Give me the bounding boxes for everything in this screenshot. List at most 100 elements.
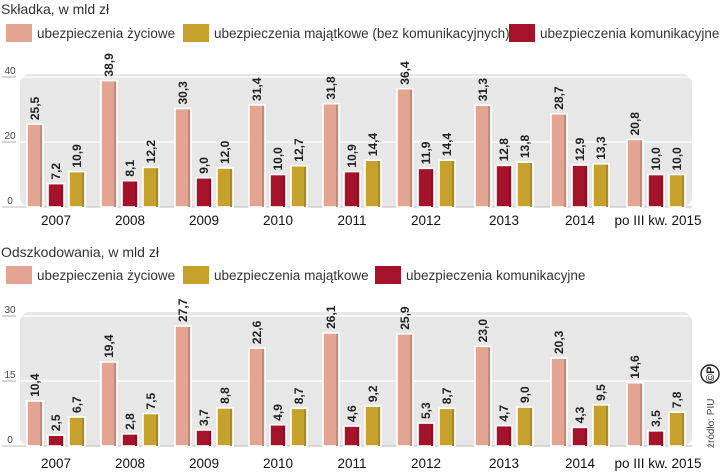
value-label: 7,5 bbox=[144, 392, 158, 409]
bar-shade bbox=[40, 401, 42, 446]
value-label: 4,9 bbox=[271, 404, 285, 421]
bar bbox=[571, 426, 589, 447]
bar-shade bbox=[564, 359, 566, 446]
category-label: 2010 bbox=[263, 213, 293, 228]
category-label: 2009 bbox=[189, 213, 219, 228]
value-label: 38,9 bbox=[102, 53, 116, 77]
value-label: 4,6 bbox=[345, 405, 359, 422]
value-label: 26,1 bbox=[324, 305, 338, 329]
value-label: 23,0 bbox=[476, 319, 490, 343]
bar bbox=[495, 424, 513, 447]
bar-group: 25,5 7,2 10,9 2007 bbox=[26, 96, 86, 228]
value-label: 14,6 bbox=[628, 355, 642, 379]
bar-shade bbox=[530, 408, 532, 446]
value-label: 12,2 bbox=[144, 140, 158, 164]
bar bbox=[516, 406, 534, 447]
bar-shade bbox=[304, 409, 306, 446]
bar-shade bbox=[452, 409, 454, 446]
category-label: 2014 bbox=[565, 213, 596, 228]
category-label: 2013 bbox=[489, 456, 519, 471]
value-label: 10,0 bbox=[670, 147, 684, 171]
bar bbox=[647, 173, 665, 208]
bar-shade bbox=[509, 166, 511, 207]
value-label: 8,8 bbox=[218, 387, 232, 404]
bar-shade bbox=[682, 175, 684, 207]
value-label: 10,0 bbox=[649, 147, 663, 171]
value-label: 12,0 bbox=[218, 140, 232, 164]
bar-group: 26,1 4,6 9,2 2011 bbox=[322, 305, 382, 471]
value-label: 28,7 bbox=[552, 86, 566, 110]
bar-shade bbox=[304, 166, 306, 207]
category-label: po III kw. 2015 bbox=[614, 213, 701, 228]
bar-shade bbox=[230, 169, 232, 207]
value-label: 2,5 bbox=[49, 414, 63, 431]
bar bbox=[571, 164, 589, 208]
bar bbox=[26, 123, 44, 208]
bar-group: 28,7 12,9 13,3 2014 bbox=[550, 86, 610, 228]
legend-swatch bbox=[375, 266, 401, 284]
bar-shade bbox=[82, 172, 84, 207]
value-label: 20,3 bbox=[552, 330, 566, 354]
bar bbox=[216, 407, 234, 447]
value-label: 31,3 bbox=[476, 78, 490, 102]
bar-shade bbox=[640, 383, 642, 446]
bar bbox=[322, 102, 340, 208]
value-label: 11,9 bbox=[419, 141, 433, 164]
bar-group: 20,3 4,3 9,5 2014 bbox=[550, 330, 610, 471]
value-label: 8,1 bbox=[123, 160, 137, 177]
publisher-logo: ©P bbox=[700, 364, 720, 384]
bar bbox=[100, 361, 118, 447]
bar bbox=[142, 166, 160, 208]
bar-shade bbox=[156, 414, 158, 446]
value-label: 7,8 bbox=[670, 391, 684, 408]
bar-shade bbox=[209, 430, 211, 446]
category-label: 2013 bbox=[489, 213, 519, 228]
value-label: 12,7 bbox=[292, 138, 306, 162]
bar-shade bbox=[530, 163, 532, 207]
legend-swatch bbox=[6, 24, 32, 42]
bar bbox=[290, 407, 308, 447]
bar bbox=[100, 79, 118, 208]
value-label: 20,8 bbox=[628, 112, 642, 136]
chart-title: Odszkodowania, w mld zł bbox=[1, 244, 160, 260]
value-label: 12,8 bbox=[497, 138, 511, 162]
bar-shade bbox=[661, 431, 663, 446]
bar-group: 31,3 12,8 13,8 2013 bbox=[474, 78, 534, 228]
bar-shade bbox=[135, 434, 137, 446]
bar bbox=[417, 422, 435, 447]
legend-label: ubezpieczenia majątkowe bbox=[214, 268, 369, 283]
bar-group: 31,8 10,9 14,4 2011 bbox=[322, 76, 382, 228]
category-label: 2007 bbox=[41, 456, 71, 471]
legend-item: ubezpieczenia majątkowe bbox=[183, 266, 369, 284]
value-label: 4,7 bbox=[497, 405, 511, 422]
bar bbox=[474, 104, 492, 208]
bar bbox=[516, 161, 534, 208]
bar-shade bbox=[135, 181, 137, 207]
value-label: 36,4 bbox=[398, 61, 412, 85]
value-label: 8,7 bbox=[440, 387, 454, 404]
legend-swatch bbox=[183, 24, 209, 42]
y-tick-label: 0 bbox=[7, 196, 13, 207]
logo-ring bbox=[700, 364, 720, 384]
legend-label: ubezpieczenia komunikacyjne bbox=[540, 26, 719, 41]
value-label: 22,6 bbox=[250, 320, 264, 344]
bar-shade bbox=[410, 334, 412, 446]
value-label: 6,7 bbox=[70, 396, 84, 413]
bar-shade bbox=[114, 362, 116, 446]
category-label: 2011 bbox=[337, 213, 366, 228]
bar-shade bbox=[283, 175, 285, 207]
bar bbox=[668, 411, 686, 447]
bar bbox=[550, 112, 568, 208]
value-label: 10,9 bbox=[345, 144, 359, 168]
value-label: 13,8 bbox=[518, 134, 532, 158]
bar-shade bbox=[188, 326, 190, 446]
bar-group: 38,9 8,1 12,2 2008 bbox=[100, 53, 160, 228]
category-label: 2008 bbox=[115, 456, 145, 471]
value-label: 2,8 bbox=[123, 413, 137, 430]
category-label: 2007 bbox=[41, 213, 71, 228]
value-label: 25,9 bbox=[398, 306, 412, 330]
y-tick-label: 40 bbox=[4, 66, 16, 77]
value-label: 7,2 bbox=[49, 163, 63, 180]
bar bbox=[626, 381, 644, 447]
bar bbox=[47, 434, 65, 447]
